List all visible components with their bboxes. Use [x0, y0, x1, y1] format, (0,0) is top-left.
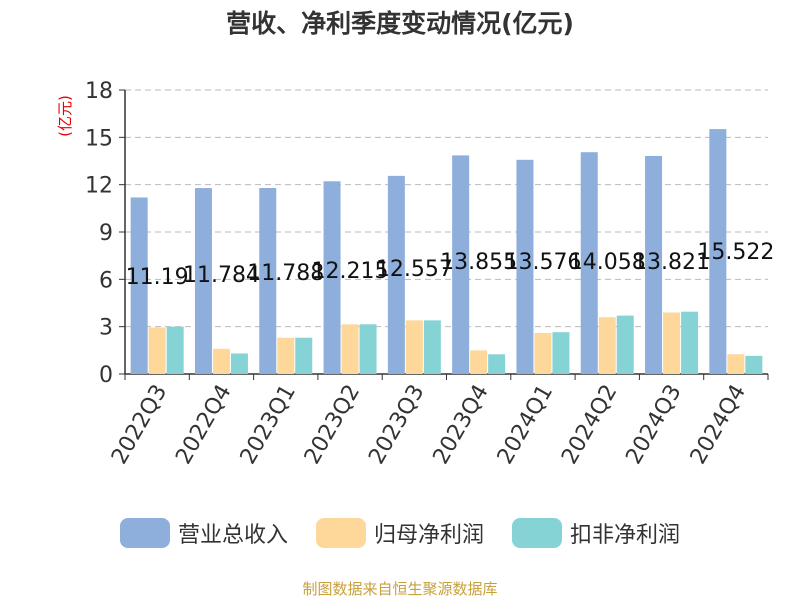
- x-tick-label: 2022Q4: [171, 381, 236, 469]
- y-axis-label: (亿元): [56, 95, 74, 137]
- bar-net-profit: [277, 337, 295, 374]
- x-tick-label: 2024Q1: [493, 381, 558, 469]
- bar-net-profit: [663, 312, 681, 374]
- legend-swatch: [512, 518, 562, 548]
- x-tick-label: 2023Q3: [364, 381, 429, 469]
- chart-title: 营收、净利季度变动情况(亿元): [226, 9, 574, 38]
- y-tick-label: 6: [99, 268, 113, 293]
- bar-revenue: [580, 152, 598, 374]
- y-tick-label: 3: [99, 316, 113, 341]
- legend-item[interactable]: 营业总收入: [119, 517, 288, 549]
- bar-deducted-net-profit: [745, 355, 763, 374]
- grid-lines: [125, 89, 768, 328]
- bar-deducted-net-profit: [681, 311, 699, 374]
- x-tick-label: 2024Q2: [557, 381, 622, 469]
- data-label: 11.784: [183, 263, 260, 288]
- bars: [130, 129, 763, 374]
- legend-item[interactable]: 归母净利润: [315, 517, 484, 549]
- bar-revenue: [259, 188, 277, 374]
- bar-net-profit: [534, 332, 552, 374]
- bar-deducted-net-profit: [359, 324, 377, 374]
- bar-deducted-net-profit: [166, 326, 184, 374]
- data-label: 13.855: [440, 250, 517, 275]
- data-label: 14.058: [569, 250, 646, 275]
- bar-revenue: [130, 197, 148, 374]
- x-tick-label: 2024Q4: [686, 381, 751, 469]
- legend-item[interactable]: 扣非净利润: [512, 517, 680, 549]
- data-label: 12.215: [312, 259, 389, 284]
- bar-revenue: [387, 175, 405, 374]
- legend-swatch: [119, 518, 170, 548]
- bar-deducted-net-profit: [488, 354, 506, 374]
- x-tick-label: 2024Q3: [621, 381, 686, 469]
- y-tick-label: 15: [85, 126, 113, 151]
- bar-net-profit: [341, 324, 359, 374]
- bar-revenue: [645, 155, 663, 374]
- bar-deducted-net-profit: [230, 353, 248, 374]
- bar-revenue: [452, 155, 470, 374]
- bar-net-profit: [212, 348, 230, 374]
- x-tick-label: 2023Q1: [236, 381, 301, 469]
- y-tick-label: 18: [85, 79, 113, 104]
- bar-revenue: [194, 188, 212, 374]
- x-tick-label: 2023Q2: [300, 381, 365, 469]
- source-note: 制图数据来自恒生聚源数据库: [302, 580, 498, 598]
- data-label: 15.522: [697, 240, 774, 265]
- data-label: 13.821: [633, 250, 710, 275]
- legend: 营业总收入 归母净利润 扣非净利润: [0, 517, 800, 549]
- bar-revenue: [323, 181, 341, 374]
- legend-label: 营业总收入: [177, 523, 288, 548]
- bar-net-profit: [598, 317, 616, 374]
- bar-deducted-net-profit: [552, 332, 570, 374]
- x-tick-label: 2022Q3: [107, 381, 172, 469]
- data-label: 11.19: [126, 265, 189, 290]
- bar-net-profit: [470, 350, 488, 374]
- bar-net-profit: [148, 327, 166, 374]
- legend-label: 归母净利润: [373, 523, 484, 548]
- data-label: 12.557: [376, 257, 453, 282]
- bar-deducted-net-profit: [423, 320, 441, 374]
- bar-net-profit: [405, 320, 423, 374]
- legend-swatch: [315, 518, 366, 548]
- bar-net-profit: [727, 354, 745, 374]
- bar-revenue: [709, 129, 727, 374]
- x-tick-label: 2023Q4: [429, 381, 494, 469]
- bar-deducted-net-profit: [616, 315, 634, 374]
- data-labels: 11.1911.78411.78812.21512.55713.85513.57…: [126, 240, 775, 290]
- bar-deducted-net-profit: [295, 337, 313, 374]
- data-label: 13.576: [504, 250, 581, 275]
- bar-revenue: [516, 159, 534, 374]
- y-tick-label: 12: [85, 174, 113, 199]
- data-label: 11.788: [247, 261, 324, 286]
- y-tick-label: 9: [99, 221, 113, 246]
- legend-label: 扣非净利润: [570, 523, 681, 548]
- y-tick-label: 0: [99, 363, 113, 388]
